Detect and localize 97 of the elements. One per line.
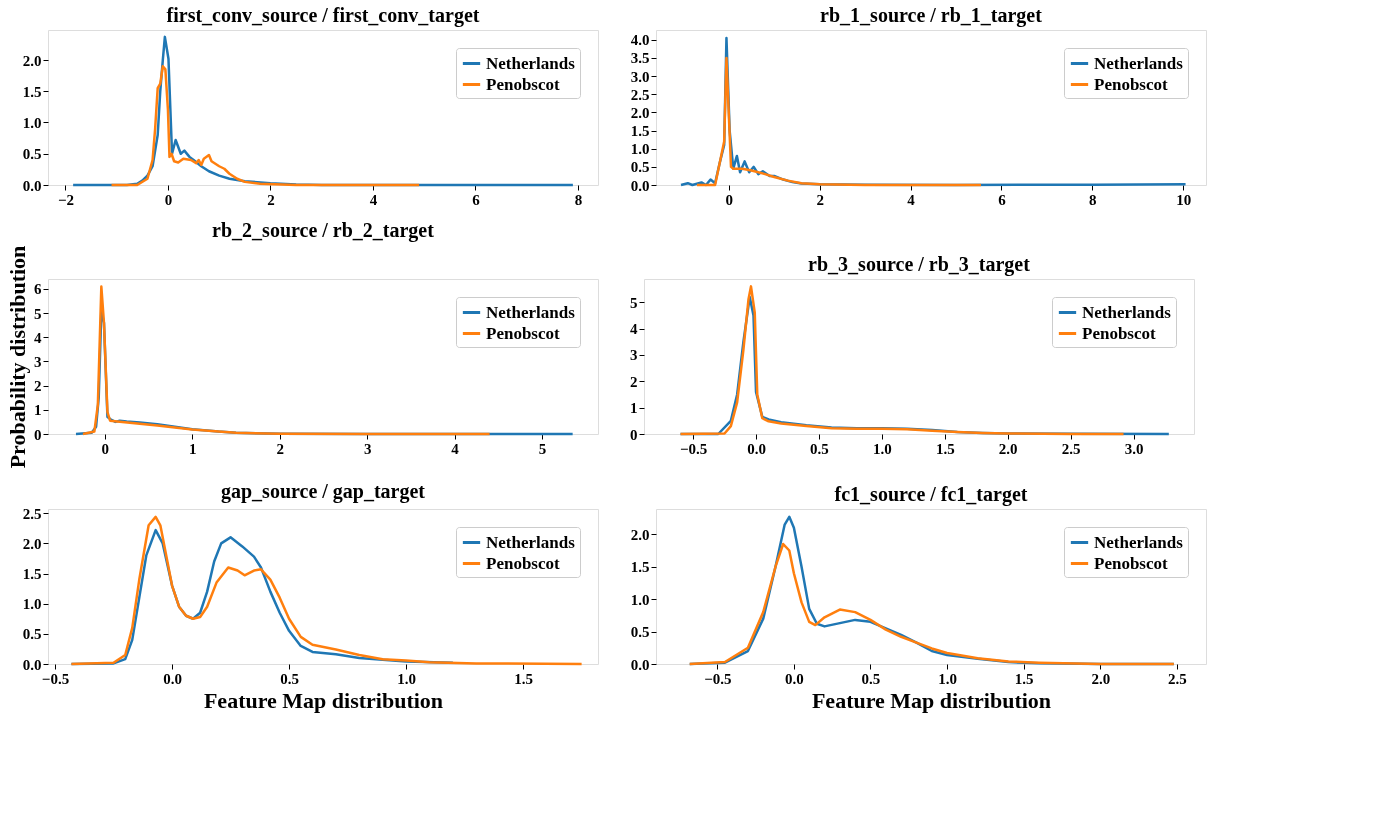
legend-label: Penobscot xyxy=(486,553,560,573)
y-tick-label: 1.0 xyxy=(630,141,650,158)
x-tick-label: 0 xyxy=(725,191,733,208)
x-tick-label: 1.0 xyxy=(938,670,957,687)
y-axis-title: Probability distribution xyxy=(5,245,30,469)
x-tick-label: 2 xyxy=(276,440,284,457)
x-tick-label: 3 xyxy=(363,440,372,457)
y-tick-label: 2.5 xyxy=(630,86,650,103)
x-tick-label: 2.5 xyxy=(1061,440,1081,457)
y-tick-label: 3.5 xyxy=(630,50,650,67)
x-tick-label: −0.5 xyxy=(679,440,708,457)
x-tick-label: 4 xyxy=(451,440,460,457)
legend-label: Penobscot xyxy=(1094,74,1168,94)
chart-title: rb_2_source / rb_2_target xyxy=(212,219,435,243)
x-tick-label: 0 xyxy=(101,440,110,457)
y-tick-label: 2 xyxy=(630,373,638,390)
y-tick-label: 0.5 xyxy=(22,146,42,163)
y-tick-label: 1.0 xyxy=(630,591,650,608)
y-tick-label: 4 xyxy=(34,329,42,346)
y-tick-label: 2.0 xyxy=(22,535,42,552)
x-axis-title: Feature Map distribution xyxy=(203,687,444,713)
x-tick-label: 1.0 xyxy=(397,670,416,687)
y-tick-label: 2.0 xyxy=(630,526,650,543)
y-tick-label: 2.0 xyxy=(630,104,650,121)
x-tick-label: 1.5 xyxy=(935,440,955,457)
x-axis-title: Feature Map distribution xyxy=(811,687,1052,713)
y-tick-label: 0 xyxy=(34,426,42,443)
legend-label: Netherlands xyxy=(486,302,576,322)
x-tick-label: 0 xyxy=(164,191,173,208)
y-tick-label: 6 xyxy=(34,281,42,298)
x-tick-label: 2.0 xyxy=(998,440,1018,457)
x-tick-label: 1 xyxy=(189,440,197,457)
x-tick-label: 1.5 xyxy=(514,670,533,687)
chart-title: gap_source / gap_target xyxy=(220,480,426,504)
x-tick-label: 2 xyxy=(816,191,824,208)
chart-title: fc1_source / fc1_target xyxy=(834,483,1028,506)
y-tick-label: 2 xyxy=(34,378,42,395)
y-tick-label: 1.5 xyxy=(630,123,650,140)
y-tick-label: 0.5 xyxy=(630,624,650,641)
x-tick-label: 10 xyxy=(1176,191,1192,208)
legend-label: Penobscot xyxy=(1094,553,1168,573)
chart-title: rb_3_source / rb_3_target xyxy=(808,253,1031,276)
x-tick-label: 2 xyxy=(267,191,275,208)
legend-label: Netherlands xyxy=(1094,532,1184,552)
legend-label: Netherlands xyxy=(1094,53,1184,73)
x-tick-label: 4 xyxy=(907,191,916,208)
x-tick-label: −0.5 xyxy=(41,670,70,687)
x-tick-label: 1.5 xyxy=(1014,670,1034,687)
y-tick-label: 4.0 xyxy=(630,32,650,49)
x-tick-label: 2.0 xyxy=(1091,670,1111,687)
y-tick-label: 3.0 xyxy=(630,68,650,85)
x-tick-label: 0.5 xyxy=(280,670,299,687)
x-tick-label: 8 xyxy=(1089,191,1097,208)
x-tick-label: 0.0 xyxy=(785,670,804,687)
y-tick-label: 2.0 xyxy=(22,52,42,69)
x-tick-label: −2 xyxy=(57,191,74,208)
y-tick-label: 1 xyxy=(34,402,42,419)
x-tick-label: 2.5 xyxy=(1168,670,1187,687)
y-tick-label: 0.0 xyxy=(630,177,650,194)
y-tick-label: 1.5 xyxy=(22,566,42,583)
x-tick-label: 6 xyxy=(472,191,481,208)
x-tick-label: 1.0 xyxy=(873,440,892,457)
x-tick-label: 0.5 xyxy=(861,670,881,687)
y-tick-label: 1.5 xyxy=(630,559,650,576)
y-tick-label: 3 xyxy=(34,353,42,370)
y-tick-label: 5 xyxy=(630,294,638,311)
x-tick-label: 4 xyxy=(369,191,378,208)
y-tick-label: 0 xyxy=(630,426,638,443)
x-tick-label: 8 xyxy=(574,191,583,208)
legend-label: Penobscot xyxy=(486,323,560,343)
y-tick-label: 1.0 xyxy=(22,115,42,131)
y-tick-label: 0.0 xyxy=(22,656,42,673)
x-tick-label: 0.5 xyxy=(810,440,829,457)
legend-label: Netherlands xyxy=(486,532,576,552)
y-tick-label: 1.0 xyxy=(22,596,42,613)
y-tick-label: 5 xyxy=(34,305,42,322)
y-tick-label: 2.5 xyxy=(22,505,42,522)
legend-label: Netherlands xyxy=(486,53,576,73)
x-tick-label: 0.0 xyxy=(747,440,766,457)
y-tick-label: 4 xyxy=(630,321,638,338)
y-tick-label: 1.5 xyxy=(22,83,42,100)
x-tick-label: −0.5 xyxy=(704,670,732,687)
chart-title: first_conv_source / first_conv_target xyxy=(166,4,480,27)
y-tick-label: 0.0 xyxy=(22,177,42,194)
chart-title: rb_1_source / rb_1_target xyxy=(820,4,1043,27)
y-tick-label: 0.5 xyxy=(22,626,42,643)
legend-label: Penobscot xyxy=(1082,323,1156,343)
legend-label: Penobscot xyxy=(486,74,560,94)
y-tick-label: 1 xyxy=(630,400,638,417)
x-tick-label: 6 xyxy=(998,191,1007,208)
legend-label: Netherlands xyxy=(1082,302,1172,322)
x-tick-label: 3.0 xyxy=(1124,440,1144,457)
y-tick-label: 0.5 xyxy=(630,159,650,176)
y-tick-label: 0.0 xyxy=(630,656,650,673)
x-tick-label: 0.0 xyxy=(163,670,182,687)
y-tick-label: 3 xyxy=(630,347,638,364)
x-tick-label: 5 xyxy=(538,440,547,457)
